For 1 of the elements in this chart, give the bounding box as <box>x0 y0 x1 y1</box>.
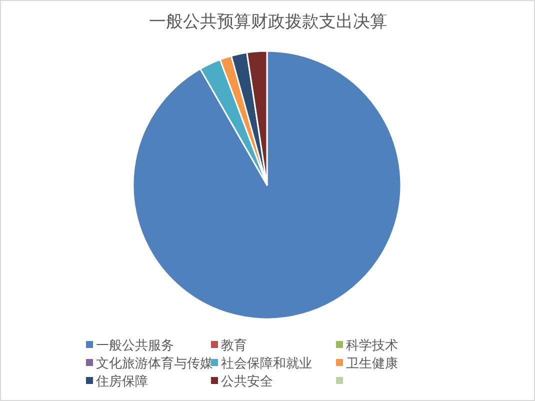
title: 一般公共预算财政拨款支出决算 <box>149 12 387 32</box>
